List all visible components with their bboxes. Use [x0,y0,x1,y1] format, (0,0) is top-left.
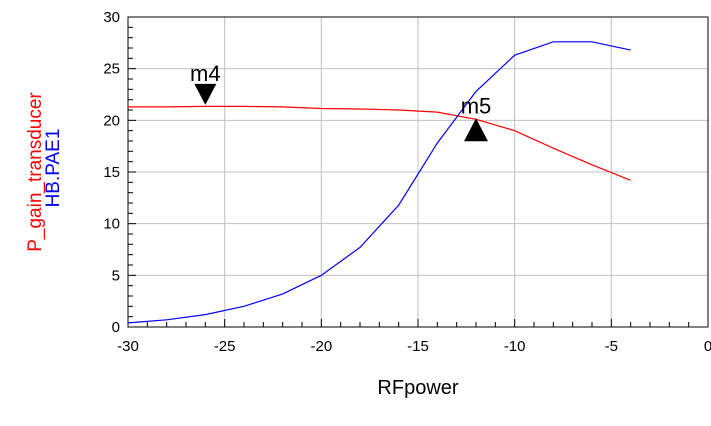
x-tick-label: -10 [504,338,526,355]
marker-m4-label: m4 [190,61,221,86]
marker-m5-label: m5 [461,93,492,118]
y-tick-label: 25 [103,61,120,78]
y-tick-label: 15 [103,164,120,181]
marker-m5-triangle [464,118,488,142]
y-axis-label-gain: P_gain_transducer [25,92,46,252]
y-tick-labels: 0 5 10 15 20 25 30 [103,9,120,336]
x-tick-label: -30 [117,338,139,355]
marker-m4-triangle [194,83,217,105]
markers: m4 m5 [190,61,492,142]
plot-frame [127,16,709,328]
series-lines [127,41,631,324]
x-axis-label: RFpower [377,377,458,399]
y-axis-label-pae: HB.PAE1 [43,129,64,208]
y-tick-label: 0 [112,319,120,336]
y-tick-label: 10 [103,216,120,233]
y-tick-label: 5 [112,267,120,284]
y-tick-label: 30 [103,9,120,26]
series-line-p-gain-transducer [128,105,631,181]
series-line-hb-pae1 [127,41,631,324]
x-tick-labels: -30 -25 -20 -15 -10 -5 0 [117,338,711,355]
x-tick-label: 0 [704,338,711,355]
x-tick-label: -25 [214,338,236,355]
x-tick-label: -20 [310,338,332,355]
x-tick-label: -15 [407,338,429,355]
y-tick-label: 20 [103,112,120,129]
x-tick-label: -5 [605,338,618,355]
